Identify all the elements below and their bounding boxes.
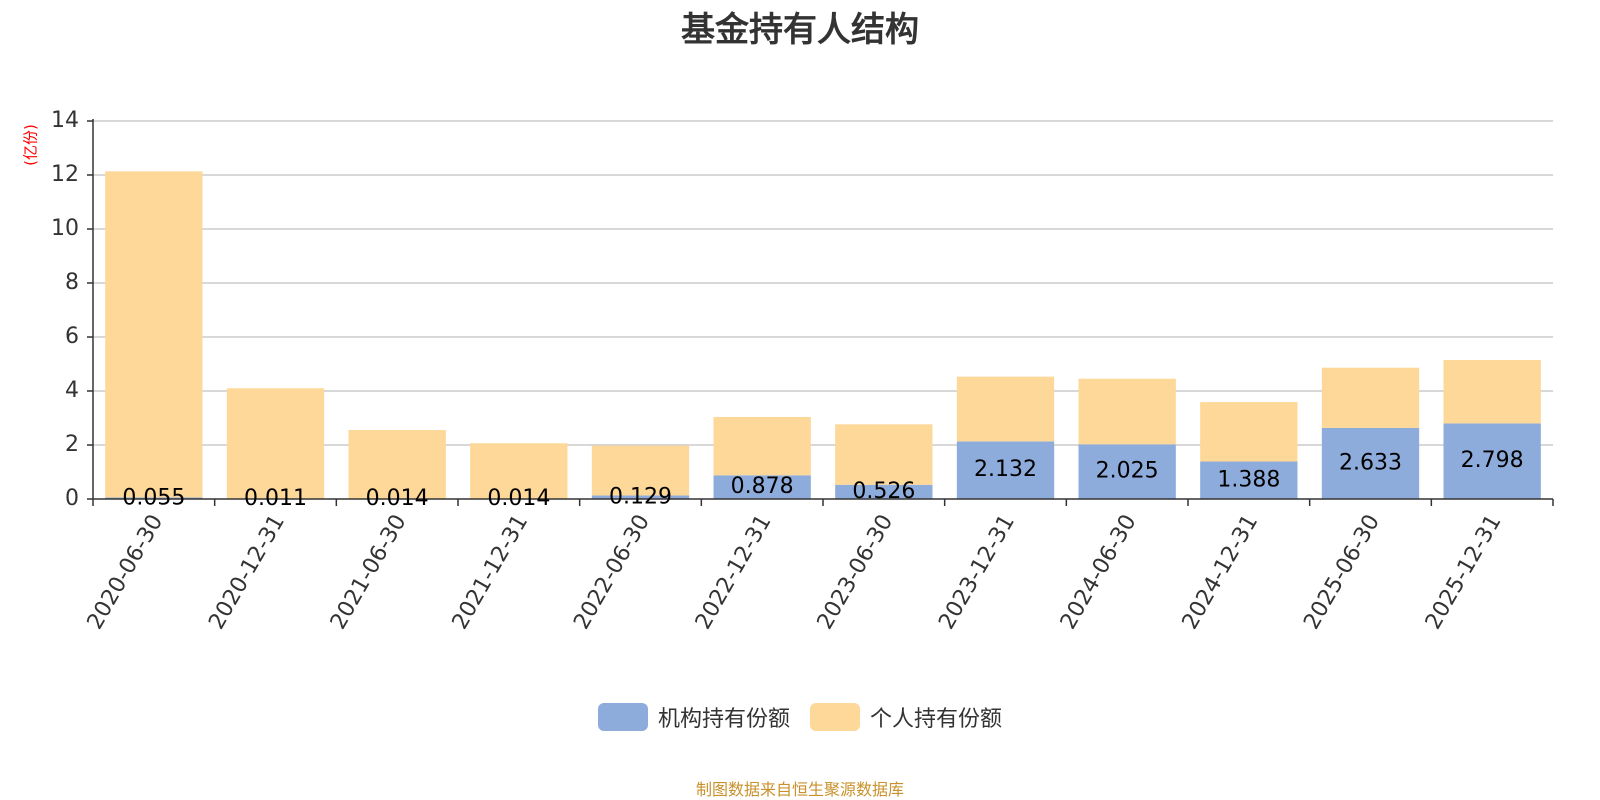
bar-individual: [835, 424, 933, 485]
data-label: 1.388: [1217, 467, 1280, 492]
chart-title: 基金持有人结构: [681, 10, 919, 50]
grid-lines: [93, 120, 1553, 446]
legend-label: 机构持有份额: [657, 707, 790, 732]
bar-individual: [470, 443, 568, 499]
legend-item-individual[interactable]: 个人持有份额: [810, 701, 1002, 733]
data-label: 0.014: [487, 486, 550, 511]
bar-institutional: [1443, 423, 1541, 499]
bar-individual: [105, 171, 203, 498]
y-tick-label: 4: [65, 378, 79, 403]
x-tick-label: 2024-12-31: [1178, 511, 1264, 634]
data-label: 0.055: [122, 485, 185, 510]
legend-swatch: [597, 703, 648, 731]
y-tick-label: 0: [65, 486, 79, 511]
bar-individual: [1443, 360, 1541, 424]
bar-individual: [226, 388, 325, 499]
bar-institutional: [591, 495, 690, 499]
bar-individual: [591, 445, 690, 496]
bar-institutional: [835, 484, 933, 499]
x-tick-label: 2022-12-31: [691, 511, 777, 634]
data-label: 2.025: [1096, 459, 1159, 484]
x-tick-label: 2020-12-31: [204, 511, 290, 634]
bar-individual: [1078, 378, 1176, 445]
data-label: 2.132: [974, 457, 1037, 482]
x-tick-label: 2021-06-30: [326, 510, 412, 633]
x-tick-label: 2025-12-31: [1421, 511, 1507, 634]
y-tick-label: 6: [65, 324, 79, 349]
data-label: 2.633: [1339, 450, 1402, 475]
x-tick-label: 2025-06-30: [1299, 511, 1385, 634]
x-tick-label: 2023-12-31: [934, 511, 1020, 634]
y-tick-label: 12: [51, 162, 79, 187]
x-tick-label: 2023-06-30: [813, 511, 899, 634]
bar-individual: [1321, 367, 1420, 428]
bar-institutional: [713, 475, 811, 499]
data-label: 0.011: [244, 486, 307, 511]
bar-individual: [956, 376, 1055, 442]
bar-individual: [348, 430, 446, 499]
x-tick-label: 2022-06-30: [569, 511, 655, 634]
bar-individual: [1200, 402, 1298, 462]
data-labels: 0.055 0.011 0.014 0.014 0.129 0.878 0.526 2.132…: [122, 448, 1523, 511]
data-label: 0.129: [609, 484, 672, 509]
bar-institutional: [1078, 444, 1176, 499]
y-tick-label: 8: [65, 270, 79, 295]
x-tick-label: 2021-12-31: [448, 511, 534, 634]
chart-plot: 0 2 4 6 8 10 12 14 2020-06-30 2020-12-31 2021-06-3…: [22, 108, 1554, 634]
data-label: 0.526: [852, 479, 915, 504]
bar-individual: [713, 416, 811, 476]
legend-item-institutional[interactable]: 机构持有份额: [597, 701, 790, 733]
data-label: 0.014: [366, 486, 429, 511]
bar-institutional: [956, 441, 1055, 499]
data-label: 2.798: [1461, 448, 1524, 473]
legend: 机构持有份额 个人持有份额: [0, 701, 1600, 733]
data-label: 0.878: [731, 474, 794, 499]
y-axis-label: (亿份): [22, 124, 40, 166]
y-tick-label: 2: [65, 432, 79, 457]
source-note: 制图数据来自恒生聚源数据库: [695, 780, 904, 799]
y-tick-label: 14: [51, 108, 79, 133]
x-tick-label: 2020-06-30: [83, 511, 169, 634]
bar-institutional: [1200, 461, 1298, 499]
legend-label: 个人持有份额: [870, 707, 1003, 732]
legend-swatch: [810, 703, 860, 731]
y-tick-label: 10: [51, 216, 79, 241]
x-tick-label: 2024-06-30: [1056, 511, 1142, 634]
bars: [105, 171, 1541, 499]
bar-institutional: [1321, 427, 1420, 499]
